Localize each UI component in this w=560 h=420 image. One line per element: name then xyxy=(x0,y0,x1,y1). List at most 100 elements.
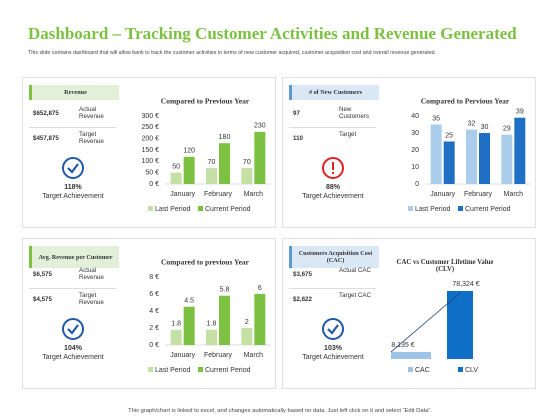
kpi-label: Actual CAC xyxy=(339,267,371,274)
bar xyxy=(479,133,490,184)
data-label: 230 xyxy=(254,123,266,130)
bar xyxy=(501,134,513,184)
y-tick-label: 100 € xyxy=(141,158,159,165)
legend-label: Current Period xyxy=(465,206,511,213)
status-icon xyxy=(322,157,344,179)
data-label: 6 xyxy=(258,285,262,292)
kpi-header: Customers Acquisition Cost (CAC) xyxy=(289,246,379,268)
legend-label: Last Period xyxy=(415,206,451,213)
data-label: 32 xyxy=(468,120,476,127)
legend-swatch xyxy=(458,206,463,211)
bar xyxy=(241,168,253,184)
kpi-label: Target CAC xyxy=(339,292,371,299)
y-tick-label: 200 € xyxy=(141,136,159,143)
x-tick-label: February xyxy=(204,352,233,359)
x-tick-label: January xyxy=(430,191,455,198)
y-tick-label: 10 xyxy=(411,164,419,171)
data-label: 30 xyxy=(481,124,489,131)
bar xyxy=(391,351,431,359)
data-label: 39 xyxy=(516,109,524,116)
kpi-header: Avg. Revenue per Customer xyxy=(29,246,119,268)
kpi-label: Target Revenue xyxy=(79,292,104,306)
legend-label: Last Period xyxy=(155,367,191,374)
kpi-value: 97 xyxy=(293,110,300,117)
status-icon xyxy=(62,318,84,340)
x-tick-label: February xyxy=(204,191,233,198)
legend-swatch xyxy=(148,206,153,211)
icon-check xyxy=(67,163,79,174)
legend-swatch xyxy=(408,367,413,372)
y-tick-label: 0 xyxy=(415,181,419,188)
legend-swatch xyxy=(408,206,413,211)
data-label: 29 xyxy=(503,126,511,133)
bar xyxy=(241,328,253,345)
bar xyxy=(206,168,217,184)
achievement-label: Target Achievement xyxy=(302,193,364,200)
legend-swatch xyxy=(148,367,153,372)
chart-title: CAC vs Customer Lifetime Value (CLV) xyxy=(396,259,494,273)
y-tick-label: 6 € xyxy=(149,291,159,298)
chart: Compared to Previous Year 0 € 50 € 100 € 150… xyxy=(141,97,271,213)
kpi-value: $3,675 xyxy=(293,271,312,278)
achievement-label: Target Achievement xyxy=(42,193,104,200)
legend-label: Last Period xyxy=(155,206,191,213)
trend-arrow xyxy=(390,292,461,353)
achievement-value: 118% xyxy=(64,184,82,191)
legend-label: CLV xyxy=(465,367,478,374)
data-label: 1.8 xyxy=(171,321,181,328)
kpi-value: $2,622 xyxy=(293,296,312,303)
panel: Revenue $652,875 Actual Revenue $457,875 Tar… xyxy=(22,77,276,228)
kpi-label: New Customers xyxy=(339,106,369,120)
x-tick-label: March xyxy=(504,191,524,198)
status-icon xyxy=(62,157,84,179)
data-label: 70 xyxy=(208,159,216,166)
data-label: 180 xyxy=(219,134,231,141)
status-icon xyxy=(322,318,344,340)
chart: Compared to Pervious Year 0 10 20 30 40 Januar… xyxy=(408,97,531,213)
legend-label: Current Period xyxy=(205,206,251,213)
icon-ring xyxy=(62,318,84,340)
panel: Avg. Revenue per Customer $6,575 Actual Re… xyxy=(22,238,276,389)
data-label: 35 xyxy=(432,115,440,122)
y-tick-label: 40 xyxy=(411,113,419,120)
data-label: 50 xyxy=(172,164,180,171)
kpi-label: Target xyxy=(339,131,357,138)
bar xyxy=(183,156,195,184)
icon-ring xyxy=(62,157,84,179)
x-tick-label: March xyxy=(244,191,264,198)
achievement-value: 103% xyxy=(324,345,342,352)
bar xyxy=(183,306,195,345)
achievement-value: 104% xyxy=(64,345,82,352)
legend-label: CAC xyxy=(415,367,430,374)
data-label: 2 xyxy=(245,319,249,326)
y-tick-label: 250 € xyxy=(141,124,159,131)
kpi-value: $4,575 xyxy=(33,296,52,303)
data-label: 25 xyxy=(445,132,453,139)
kpi-value: $652,875 xyxy=(33,110,59,117)
achievement-value: 88% xyxy=(325,184,340,191)
data-label: 78,324 € xyxy=(452,281,479,288)
kpi-value: $6,575 xyxy=(33,271,52,278)
kpi-label: Actual Revenue xyxy=(79,267,104,281)
x-tick-label: January xyxy=(170,352,195,359)
icon-bang xyxy=(332,162,334,170)
achievement-label: Target Achievement xyxy=(42,354,104,361)
data-label: 120 xyxy=(183,148,195,155)
bar xyxy=(430,124,442,184)
legend-label: Current Period xyxy=(205,367,251,374)
separator xyxy=(289,288,376,289)
y-tick-label: 300 € xyxy=(141,113,159,120)
data-label: 8.135 € xyxy=(391,342,414,349)
separator xyxy=(29,127,116,128)
data-label: 1.8 xyxy=(207,321,217,328)
bar xyxy=(443,141,455,184)
bar xyxy=(219,143,230,184)
icon-dot xyxy=(332,172,334,174)
separator xyxy=(289,127,376,128)
y-tick-label: 8 € xyxy=(149,274,159,281)
x-tick-label: February xyxy=(464,191,493,198)
chart: 8.135 € 78,324 € CAC CLV xyxy=(390,281,480,374)
x-tick-label: January xyxy=(170,191,195,198)
bar xyxy=(170,172,182,184)
panel: # of New Customers 97 New Customers 110 Targ… xyxy=(282,77,536,228)
